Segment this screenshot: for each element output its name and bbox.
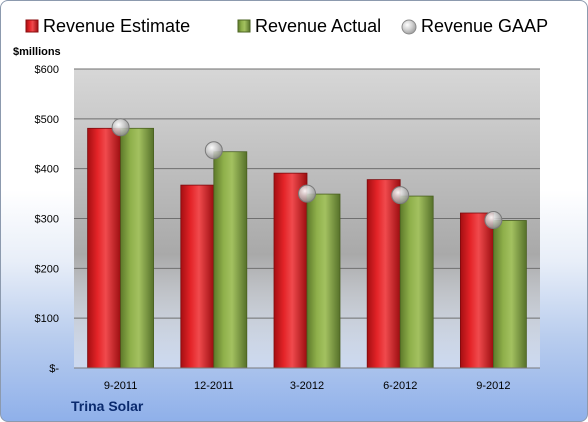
y-tick-label: $100: [35, 313, 59, 325]
y-axis-ticks: $- $100 $200 $300 $400 $500 $600: [35, 64, 60, 375]
bar-revenue-actual: [213, 151, 248, 369]
bars: [87, 127, 527, 369]
x-tick-label: 9-2011: [104, 380, 137, 392]
legend-swatch-revenue-gaap: [401, 19, 417, 35]
legend-swatch-revenue-actual: [237, 19, 251, 33]
y-tick-label: $300: [35, 214, 59, 226]
gaap-markers: [111, 118, 503, 229]
bar-revenue-estimate: [459, 212, 494, 369]
legend-label-revenue-gaap: Revenue GAAP: [421, 16, 548, 36]
y-tick-label: $600: [35, 64, 59, 76]
y-axis-unit-label: $millions: [13, 46, 61, 58]
marker-revenue-gaap: [204, 141, 223, 160]
bar-revenue-estimate: [366, 179, 401, 369]
marker-revenue-gaap: [391, 186, 410, 205]
y-tick-label: $500: [35, 114, 59, 126]
bar-revenue-estimate: [87, 127, 121, 369]
y-tick-label: $400: [35, 164, 59, 176]
marker-revenue-gaap: [111, 118, 130, 137]
bar-revenue-actual: [399, 195, 434, 369]
bar-revenue-actual: [120, 127, 154, 369]
bar-revenue-estimate: [180, 184, 215, 369]
bar-revenue-actual: [306, 193, 341, 369]
x-tick-label: 12-2011: [194, 380, 234, 392]
marker-revenue-gaap: [298, 184, 316, 203]
x-tick-label: 3-2012: [290, 380, 324, 392]
x-axis-ticks: 9-2011 12-2011 3-2012 6-2012 9-2012: [104, 380, 511, 392]
legend-label-revenue-estimate: Revenue Estimate: [43, 16, 190, 36]
bar-revenue-estimate: [273, 172, 308, 369]
company-name: Trina Solar: [71, 398, 144, 414]
legend-swatch-revenue-estimate: [25, 19, 39, 33]
y-tick-label: $200: [35, 263, 59, 275]
x-tick-label: 6-2012: [383, 380, 417, 392]
legend: Revenue Estimate Revenue Actual Revenue …: [25, 16, 548, 36]
legend-label-revenue-actual: Revenue Actual: [255, 16, 381, 36]
y-tick-label: $-: [49, 363, 59, 375]
bar-revenue-actual: [492, 220, 527, 369]
x-tick-label: 9-2012: [476, 380, 510, 392]
marker-revenue-gaap: [484, 210, 503, 229]
